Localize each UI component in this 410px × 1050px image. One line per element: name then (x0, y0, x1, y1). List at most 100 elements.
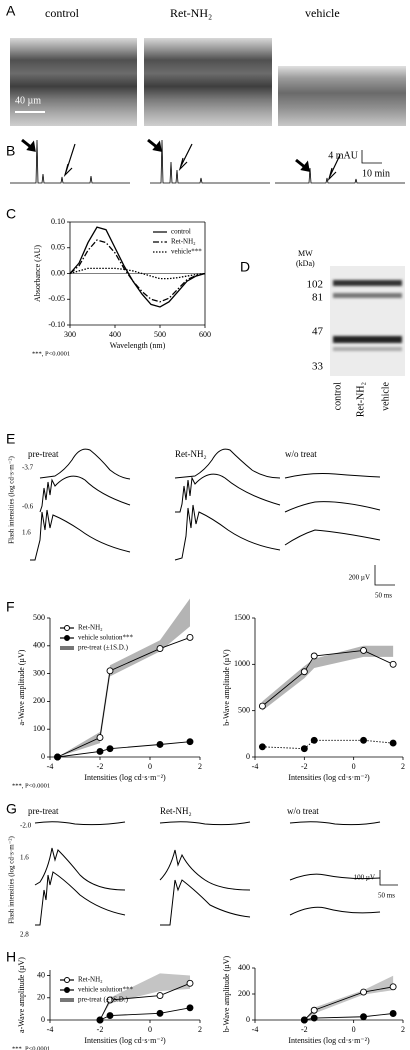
lane-label: vehicle (380, 381, 391, 410)
column-title: pre-treat (28, 806, 59, 816)
y-axis-label: b-Wave amplitude (µV) (222, 649, 231, 726)
point (186, 979, 194, 987)
point (106, 996, 114, 1004)
x-tick-label: 600 (199, 330, 211, 339)
intensity-label: -0.6 (22, 503, 34, 511)
legend-label: pre-treat (±1S.D.) (78, 996, 129, 1004)
lane-label: control (332, 382, 343, 411)
column-title: Ret-NH₂ (160, 806, 192, 816)
point (300, 745, 308, 753)
y-tick-label: 400 (238, 963, 250, 972)
mw-marker: 47 (312, 326, 324, 338)
x-tick-label: 0 (148, 1025, 152, 1034)
axis-unit: (kDa) (296, 259, 315, 268)
column-title: w/o treat (287, 806, 319, 816)
arrow-open (63, 143, 76, 178)
point (156, 1009, 164, 1017)
point (360, 988, 367, 996)
y-tick-label: 1000 (234, 659, 250, 668)
erg-traces (34, 821, 381, 926)
point (360, 1013, 367, 1021)
x-tick-label: -2 (97, 762, 104, 771)
y-tick-label: 0 (246, 1015, 250, 1024)
series-line (304, 986, 394, 1021)
series-line (69, 226, 206, 308)
legend-label: Ret-NH₂ (78, 976, 103, 984)
panel-label: G (6, 801, 17, 817)
y-tick-label: 200 (33, 696, 45, 705)
point (300, 1016, 308, 1024)
hplc-trace (150, 139, 270, 184)
series-line (99, 982, 191, 1021)
x-tick-label: -4 (47, 1025, 54, 1034)
point (258, 743, 266, 751)
x-tick-label: 2 (198, 1025, 202, 1034)
x-tick-label: 2 (198, 762, 202, 771)
x-tick-label: -4 (47, 762, 54, 771)
x-tick-label: 2 (401, 1025, 405, 1034)
scale-label: 50 ms (375, 592, 392, 600)
hplc-trace (275, 167, 405, 184)
legend-label: pre-treat (±1S.D.) (78, 644, 129, 652)
gel-bands (333, 280, 402, 351)
intensity-label: 2.8 (20, 931, 29, 939)
axis-title: MW (298, 249, 313, 258)
lane-label: Ret-NH₂ (355, 382, 366, 417)
mw-marker: 102 (307, 279, 324, 291)
y-tick-label: 300 (33, 668, 45, 677)
annotation: ***, P<0.0001 (32, 350, 70, 357)
x-tick-label: -2 (97, 1025, 104, 1034)
mw-marker: 33 (312, 361, 324, 373)
scale-label: 200 µV (349, 574, 370, 582)
point (156, 645, 164, 653)
point (360, 646, 367, 654)
legend-label: vehicle solution*** (78, 634, 134, 642)
legend-swatch (60, 646, 74, 650)
series-line (262, 739, 394, 750)
scale-label: 4 mAU (328, 150, 359, 161)
point (389, 983, 397, 991)
y-tick-label: 200 (238, 989, 250, 998)
panel-label: C (6, 206, 16, 222)
panel-label: B (6, 143, 15, 159)
legend-label: Ret-NH₂ (171, 238, 196, 246)
point (310, 1006, 318, 1014)
y-tick-label: 0.00 (51, 268, 65, 277)
y-tick-label: 40 (37, 970, 45, 979)
series-line (99, 1007, 191, 1021)
legend-swatch (60, 998, 74, 1002)
column-title: control (45, 6, 80, 20)
point (96, 1016, 104, 1024)
point (156, 741, 164, 748)
arrow-filled (21, 138, 36, 152)
axis-label: Flash intensities (log cd·s·m⁻²) (8, 836, 16, 924)
point (389, 1010, 397, 1017)
scale-label: 10 min (362, 168, 390, 179)
sd-band (100, 973, 190, 1020)
y-tick-label: -0.05 (48, 294, 65, 303)
y-axis-label: b-Wave amplitude (µV) (222, 955, 231, 1032)
point (360, 736, 367, 744)
point (106, 1012, 114, 1020)
point (96, 734, 104, 741)
x-tick-label: -4 (252, 762, 259, 771)
point (106, 667, 114, 675)
scale-label: 50 ms (378, 892, 395, 900)
axis-label: Flash intensities (log cd·s·m⁻²) (8, 456, 16, 544)
annotation: ***, P<0.0001 (12, 782, 50, 789)
hplc-trace (10, 139, 130, 184)
series-line (57, 637, 191, 758)
point (186, 634, 194, 641)
legend-label: Ret-NH₂ (78, 624, 103, 632)
panel-label: F (6, 599, 15, 615)
scale-bar (374, 565, 395, 586)
x-axis-label: Intensities (log cd·s·m⁻²) (288, 773, 370, 782)
legend-marker (64, 977, 70, 983)
y-tick-label: -0.10 (48, 320, 65, 329)
mw-marker: 81 (312, 292, 323, 304)
point (300, 668, 308, 676)
y-axis-label: Absorbance (AU) (33, 245, 42, 302)
x-tick-label: 0 (352, 762, 356, 771)
point (156, 992, 164, 1000)
